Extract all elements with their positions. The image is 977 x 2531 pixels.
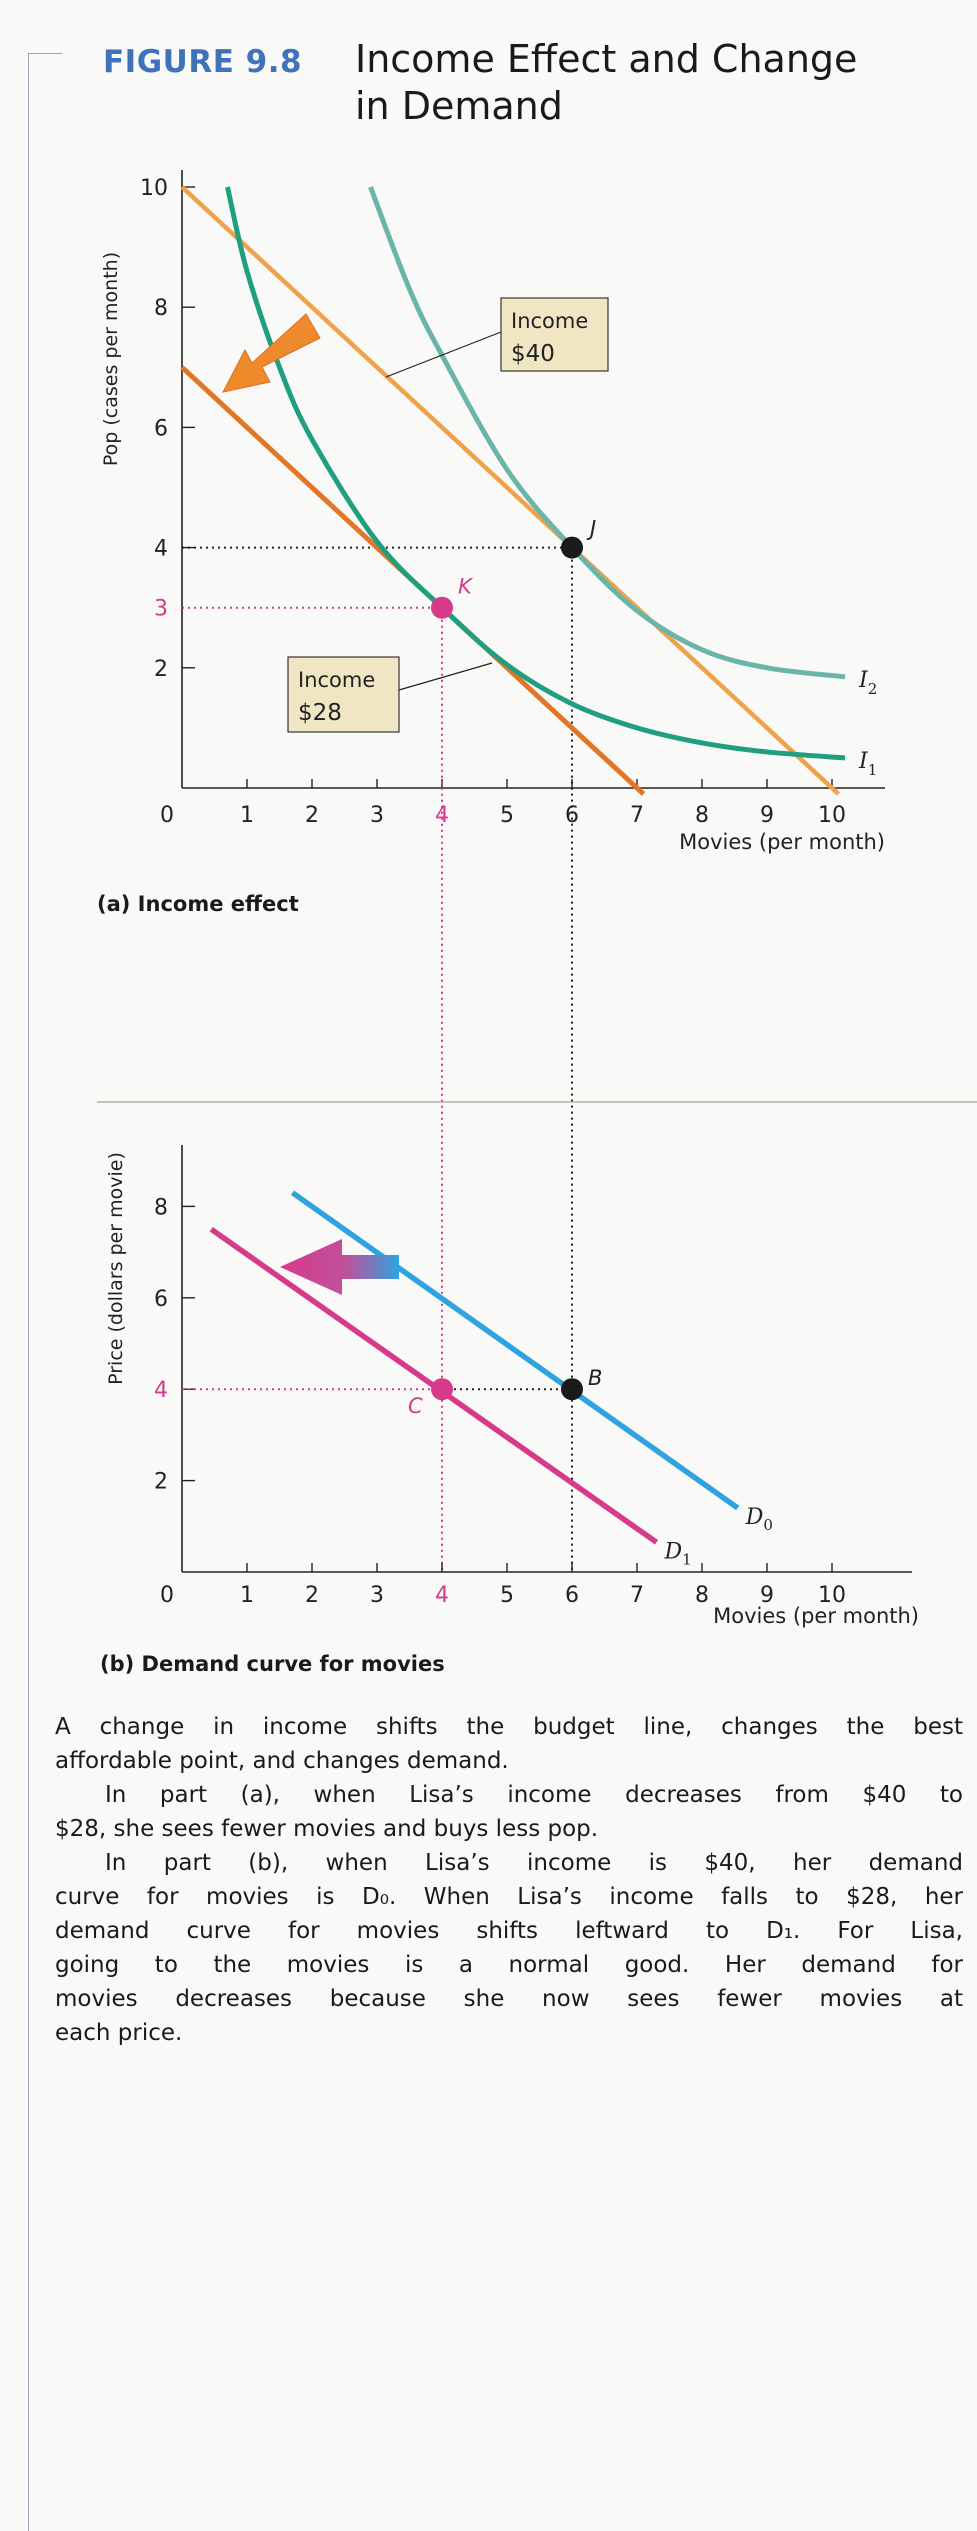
income-decrease-arrow-icon [222,313,321,393]
chart-b-y-tick-label: 2 [154,1470,168,1495]
curve-label-letter: I [858,668,869,693]
point-c-marker [431,1378,453,1401]
chart-a-x-tick-label: 5 [500,803,514,828]
point-j-label: J [586,517,596,541]
curve-label-subscript: 1 [682,1550,692,1568]
chart-b-x-tick-label: 5 [500,1583,514,1608]
income-label-amount: $40 [511,341,555,367]
explanation-line: curve for movies is D₀. When Lisa’s inco… [55,1884,963,1910]
explanation-line: In part (a), when Lisa’s income decrease… [105,1782,963,1808]
chart-a-x-tick-label: 7 [630,803,644,828]
demand-shift-left-arrow-icon [280,1239,399,1295]
chart-a-y-axis-label: Pop (cases per month) [100,252,122,466]
income-label-box [287,656,400,733]
income-label-line-1: Income [298,668,375,692]
chart-b-y-tick-label: 6 [154,1287,168,1312]
chart-a-x-tick-label: 2 [305,803,319,828]
chart-b-x-tick-label: 6 [565,1583,579,1608]
income-label-amount: $28 [298,700,342,726]
figure-title: Income Effect and Change in Demand [355,36,857,130]
chart-b-x-tick-label: 7 [630,1583,644,1608]
chart-b-x-axis-label: Movies (per month) [713,1604,919,1628]
point-b-label: B [588,1366,602,1390]
chart-b-curve-label-d0: D0 [745,1505,773,1534]
page-margin-line [28,53,29,2531]
chart-b-x-tick-label: 0 [160,1583,174,1608]
curve-label-letter: D [745,1505,764,1530]
chart-a-x-tick-label: 3 [370,803,384,828]
point-j-marker [561,536,583,559]
chart-a-y-tick-label-highlight: 3 [154,597,168,622]
chart-a-x-tick-label: 0 [160,803,174,828]
chart-a-y-tick-label: 8 [154,296,168,321]
figure-explanation: A change in income shifts the budget lin… [55,1710,963,2050]
chart-a-x-tick-label: 1 [240,803,254,828]
chart-a-y-tick-label: 2 [154,657,168,682]
figure-number: FIGURE 9.8 [103,44,303,80]
chart-b-caption: (b) Demand curve for movies [100,1652,445,1676]
explanation-line: $28, she sees fewer movies and buys less… [55,1816,599,1842]
curve-label-letter: D [664,1539,683,1564]
chart-a-x-tick-label: 4 [435,803,449,828]
chart-a-x-tick-label: 10 [818,803,846,828]
chart-b-x-tick-label: 8 [695,1583,709,1608]
chart-b-curve-label-d1: D1 [664,1539,692,1568]
chart-b-y-axis-label: Price (dollars per movie) [105,1152,127,1385]
point-c-label: C [408,1394,423,1418]
curve-label-subscript: 1 [868,761,878,779]
curve-label-subscript: 0 [763,1516,773,1534]
chart-a-caption: (a) Income effect [97,892,299,916]
figure-title-line-2: in Demand [355,84,563,128]
chart-b-series-d0 [290,1190,740,1511]
chart-a-series-budget-line-40 [180,185,841,796]
explanation-line: movies decreases because she now sees fe… [55,1986,963,2012]
explanation-line: A change in income shifts the budget lin… [55,1714,963,1740]
figure-title-line-1: Income Effect and Change [355,37,858,81]
chart-a-x-tick-label: 9 [760,803,774,828]
chart-b-x-tick-label: 10 [818,1583,846,1608]
chart-a-y-tick-label: 6 [154,416,168,441]
income-label-line-1: Income [511,309,588,333]
chart-b-x-tick-label: 3 [370,1583,384,1608]
chart-b-x-tick-label: 1 [240,1583,254,1608]
chart-a-x-axis-label: Movies (per month) [679,830,885,854]
explanation-line: each price. [55,2020,183,2046]
curve-label-letter: I [858,749,869,774]
point-b-marker [561,1378,583,1401]
income-label-leader-line [398,662,493,691]
chart-b-y-tick-label: 4 [154,1378,168,1403]
chart-a-x-tick-label: 6 [565,803,579,828]
explanation-line: In part (b), when Lisa’s income is $40, … [105,1850,963,1876]
chart-a-y-tick-label: 10 [140,176,168,201]
chart-b-x-tick-label: 2 [305,1583,319,1608]
chart-b-x-tick-label: 4 [435,1583,449,1608]
chart-a-curve-label-i2: I2 [858,668,877,698]
chart-a-curve-label-i1: I1 [858,749,877,779]
explanation-line: demand curve for movies shifts leftward … [55,1918,963,1944]
chart-b-x-tick-label: 9 [760,1583,774,1608]
explanation-line: going to the movies is a normal good. He… [55,1952,963,1978]
point-k-marker [431,596,453,619]
explanation-line: affordable point, and changes demand. [55,1748,509,1774]
chart-a-series-i2 [368,186,846,680]
income-label-leader-line [385,331,502,378]
curve-label-subscript: 2 [868,680,878,698]
chart-a-y-tick-label: 4 [154,537,168,562]
chart-a-x-tick-label: 8 [695,803,709,828]
chart-b-y-tick-label: 8 [154,1195,168,1220]
income-label-box [500,297,609,372]
point-k-label: K [458,575,474,599]
page-corner-line [28,53,62,54]
